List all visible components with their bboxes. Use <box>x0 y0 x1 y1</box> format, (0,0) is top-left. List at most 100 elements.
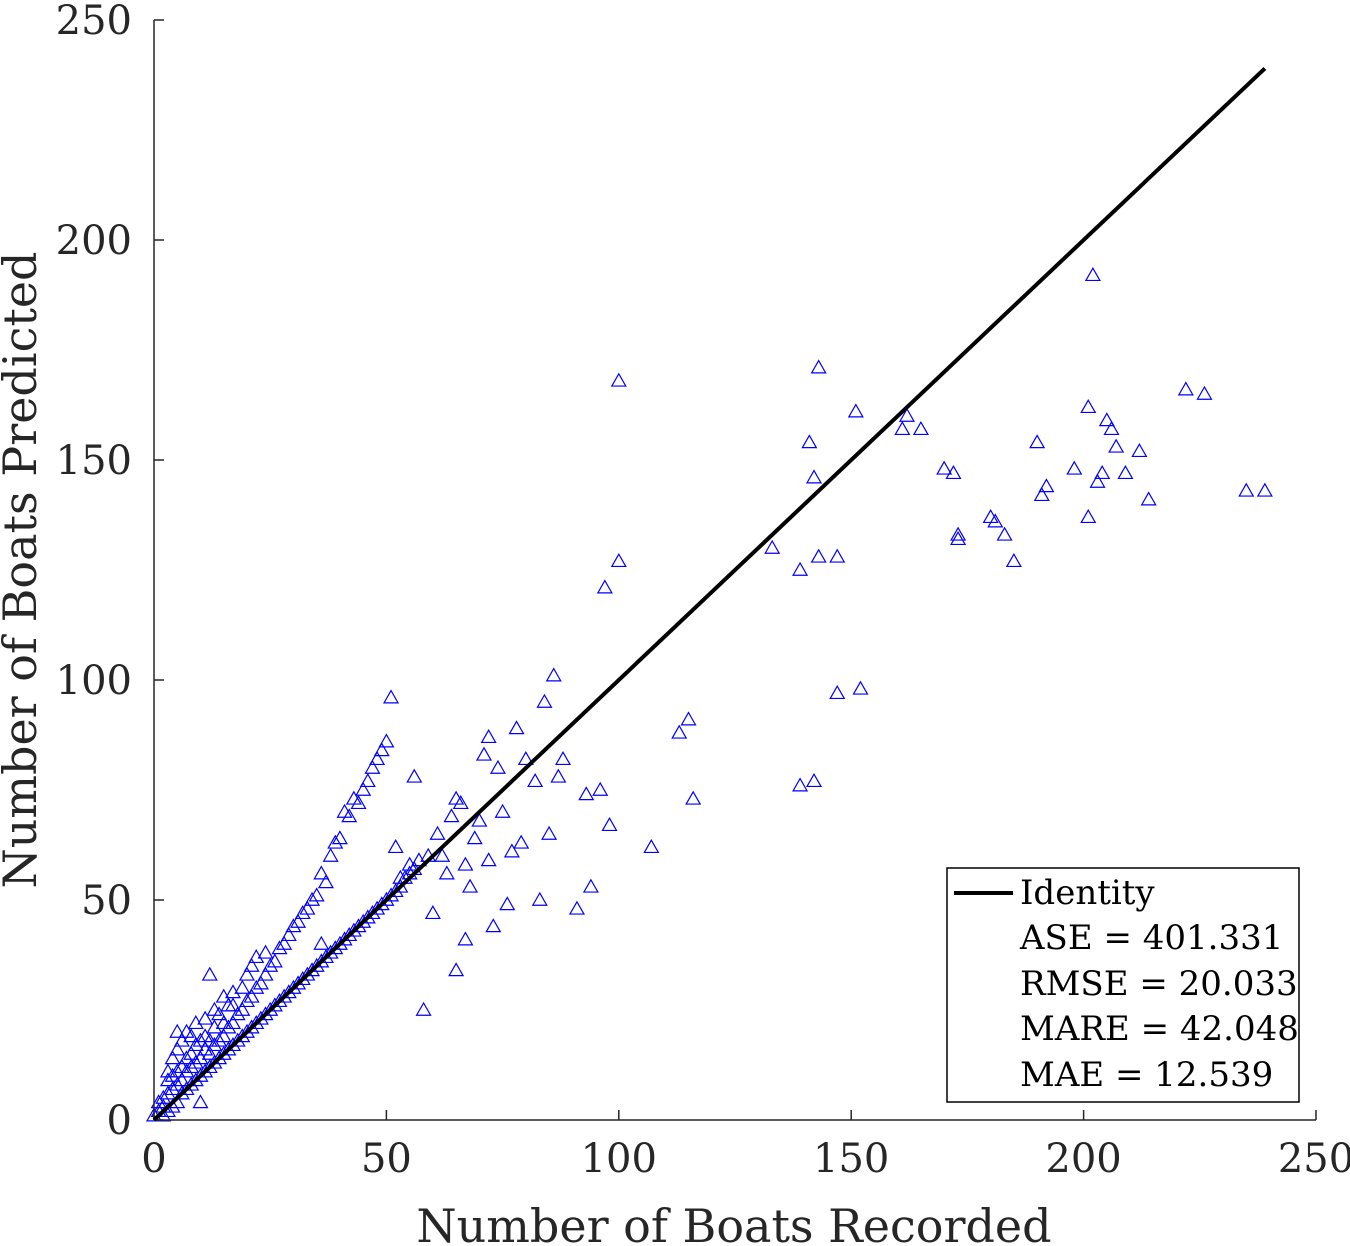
legend: Identity ASE = 401.331 RMSE = 20.033 MAR… <box>946 867 1300 1103</box>
data-point <box>517 750 534 766</box>
y-tick-label: 100 <box>56 658 132 704</box>
data-point <box>847 403 864 418</box>
data-point <box>480 728 497 744</box>
legend-entry-rmse: RMSE = 20.033 <box>1020 964 1298 1004</box>
data-point <box>1084 266 1101 282</box>
data-point <box>164 1080 181 1096</box>
data-point <box>192 1050 209 1065</box>
data-point <box>234 1001 251 1016</box>
x-tick-label: 50 <box>361 1136 412 1182</box>
data-point <box>578 786 595 801</box>
data-point <box>898 407 916 422</box>
data-point <box>248 979 265 994</box>
data-point <box>327 834 344 849</box>
data-point <box>355 781 372 796</box>
data-point <box>610 552 627 568</box>
data-point <box>1196 385 1213 400</box>
data-point <box>1098 412 1115 427</box>
data-point <box>336 803 353 818</box>
data-point <box>173 1058 190 1074</box>
legend-entry-mae: MAE = 12.539 <box>1020 1055 1273 1095</box>
data-point <box>764 539 781 554</box>
data-point <box>401 856 418 871</box>
data-point <box>805 469 823 484</box>
data-point <box>276 935 293 950</box>
data-point <box>206 1036 223 1052</box>
data-point <box>229 1006 246 1021</box>
data-point <box>475 746 493 761</box>
data-point <box>159 1072 176 1087</box>
data-point <box>852 680 869 695</box>
data-point <box>434 847 451 862</box>
data-point <box>224 984 242 999</box>
data-point <box>1080 398 1097 414</box>
data-point <box>159 1085 176 1100</box>
data-point <box>192 1032 209 1047</box>
data-point <box>215 1014 232 1030</box>
data-point <box>211 1006 228 1021</box>
data-point <box>801 434 818 449</box>
data-point <box>303 891 321 906</box>
data-point <box>485 918 502 933</box>
data-point <box>224 1014 242 1030</box>
data-point <box>950 530 967 546</box>
data-point <box>457 931 474 946</box>
data-point <box>238 992 255 1008</box>
x-tick-label: 250 <box>1278 1136 1350 1182</box>
data-point <box>829 548 846 563</box>
data-point <box>220 1019 237 1034</box>
data-point <box>1131 442 1148 458</box>
data-point <box>313 865 330 880</box>
legend-entry-ase: ASE = 401.331 <box>1019 918 1283 958</box>
data-point <box>643 838 660 854</box>
data-point <box>448 962 465 977</box>
data-point <box>448 790 465 805</box>
data-point <box>499 896 516 911</box>
data-point <box>1089 473 1106 488</box>
data-point <box>187 1014 204 1030</box>
x-tick-label: 0 <box>141 1136 166 1182</box>
data-point <box>1256 482 1273 497</box>
data-point <box>1103 420 1120 436</box>
data-point <box>982 508 999 524</box>
data-point <box>164 1067 181 1082</box>
data-point <box>1177 381 1194 396</box>
data-point <box>308 887 325 902</box>
data-point <box>243 957 260 972</box>
data-point <box>173 1072 190 1087</box>
data-point <box>155 1089 172 1104</box>
y-axis-title: Number of Boats Predicted <box>0 252 47 889</box>
data-point <box>1080 508 1097 524</box>
data-point <box>243 988 260 1003</box>
data-point <box>550 768 567 783</box>
data-point <box>201 966 218 981</box>
data-point <box>378 733 395 748</box>
data-point <box>596 579 613 594</box>
data-point <box>169 1041 186 1056</box>
data-point <box>531 891 548 906</box>
data-point <box>178 1063 195 1078</box>
data-point <box>299 900 316 915</box>
data-point <box>554 750 572 766</box>
data-point <box>1140 491 1157 506</box>
data-point <box>438 865 455 880</box>
data-point <box>536 693 553 708</box>
data-point <box>215 1028 232 1043</box>
data-point <box>159 1063 176 1078</box>
data-point <box>945 464 962 480</box>
data-point <box>513 834 530 849</box>
y-tick-label: 0 <box>107 1098 132 1144</box>
data-point <box>452 794 469 810</box>
data-point <box>810 359 827 374</box>
data-point <box>169 1023 186 1038</box>
data-point <box>322 847 339 862</box>
data-point <box>996 526 1013 541</box>
axes <box>153 19 1317 1121</box>
data-point <box>201 1045 218 1060</box>
data-point <box>671 724 688 739</box>
data-point <box>480 852 497 867</box>
data-point <box>169 1076 186 1091</box>
x-axis-title: Number of Boats Recorded <box>416 1199 1051 1246</box>
data-point <box>1005 552 1022 568</box>
data-point <box>810 548 827 563</box>
